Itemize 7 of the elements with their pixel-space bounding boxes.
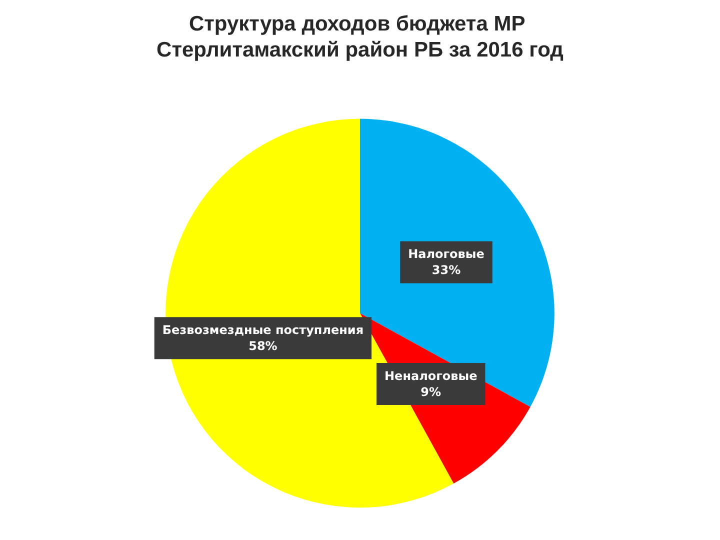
data-label: 58%	[248, 339, 278, 354]
slice-label: Безвозмездные поступления	[162, 323, 364, 338]
data-label: 33%	[432, 263, 461, 278]
slice-label: Налоговые	[408, 247, 484, 262]
slice-label: Неналоговые	[384, 369, 478, 384]
data-label: 9%	[420, 385, 442, 400]
chart-title: Структура доходов бюджета МР Стерлитамакский район РБ за 2016 год	[156, 12, 564, 62]
